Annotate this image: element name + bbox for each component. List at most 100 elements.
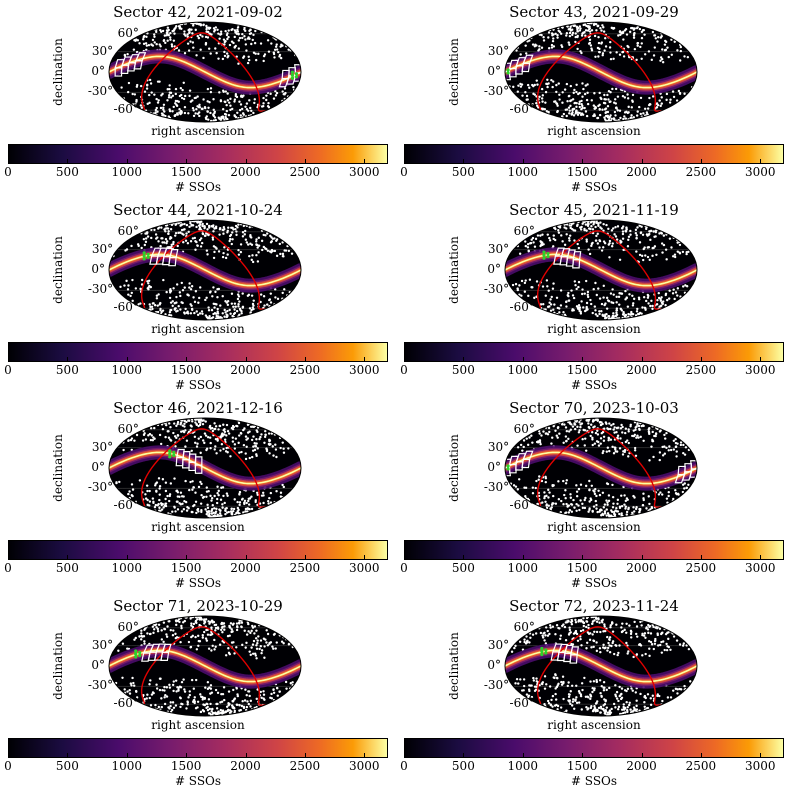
- sso-point: [602, 284, 605, 288]
- sso-point: [598, 679, 602, 682]
- sso-point: [230, 511, 234, 515]
- sso-point: [541, 107, 545, 111]
- sso-point: [578, 111, 581, 115]
- sso-point: [619, 33, 622, 36]
- sso-point: [568, 693, 571, 696]
- sso-point: [625, 510, 629, 514]
- sso-point: [165, 686, 169, 689]
- sso-point: [588, 25, 591, 28]
- sso-point: [237, 441, 240, 445]
- sso-point: [159, 442, 163, 446]
- sso-point: [208, 32, 212, 35]
- sso-point: [178, 495, 181, 498]
- sso-point: [192, 109, 195, 112]
- sso-point: [177, 221, 181, 225]
- sso-point: [153, 426, 156, 430]
- map-boundary: [504, 219, 698, 321]
- sso-point: [252, 33, 255, 37]
- sso-point: [574, 621, 578, 624]
- sso-point: [243, 502, 246, 506]
- sso-point: [548, 239, 552, 242]
- sso-point: [562, 479, 565, 483]
- sso-point: [209, 687, 213, 690]
- sso-point: [224, 29, 227, 33]
- sso-point: [201, 224, 204, 228]
- sso-point: [227, 29, 230, 32]
- sso-point: [206, 36, 210, 39]
- tess-ccd-footprint: [150, 247, 162, 257]
- sso-point: [602, 439, 606, 442]
- sso-point: [258, 647, 261, 651]
- sso-point: [201, 422, 205, 426]
- sso-point: [626, 44, 629, 48]
- sso-point: [672, 95, 676, 99]
- colorbar-tick-label: 3000: [348, 165, 380, 179]
- sso-point: [578, 420, 581, 424]
- sso-point: [117, 649, 120, 652]
- sso-point: [180, 228, 184, 232]
- sso-point: [590, 29, 594, 32]
- sso-point: [683, 453, 687, 456]
- colorbar-tick-label: 0: [4, 561, 12, 575]
- sso-point: [212, 98, 215, 101]
- dec-tick-label: 0°: [91, 460, 105, 474]
- sso-point: [607, 641, 610, 645]
- sso-point: [194, 500, 198, 503]
- sso-point: [248, 694, 251, 698]
- green-marker: [294, 72, 299, 76]
- sso-point: [221, 115, 224, 119]
- sso-point: [650, 299, 653, 303]
- sso-point: [273, 56, 276, 59]
- sso-point: [595, 680, 599, 684]
- sso-point: [579, 50, 582, 53]
- sso-point: [159, 677, 162, 680]
- sso-point: [155, 626, 158, 629]
- sso-point: [275, 48, 279, 51]
- x-axis-label: right ascension: [547, 718, 641, 732]
- sso-point: [598, 113, 602, 117]
- sso-point: [587, 425, 591, 429]
- sso-point: [155, 42, 158, 46]
- sso-point: [610, 424, 613, 427]
- sso-point: [534, 688, 538, 691]
- sso-point: [247, 690, 250, 693]
- sso-point: [533, 296, 536, 300]
- sso-point: [591, 438, 594, 441]
- sso-point: [526, 98, 529, 101]
- sso-point: [575, 90, 578, 94]
- sso-point: [681, 250, 685, 254]
- sso-point: [175, 636, 179, 639]
- sso-point: [123, 54, 127, 57]
- sso-point: [217, 32, 220, 35]
- sso-point: [528, 684, 531, 687]
- sso-point: [580, 51, 583, 55]
- sso-point: [672, 497, 675, 501]
- sso-point: [546, 305, 550, 309]
- sso-point: [586, 293, 589, 297]
- sso-point: [554, 502, 558, 505]
- sso-point: [247, 58, 251, 62]
- sso-point: [614, 684, 617, 687]
- sso-point: [604, 629, 607, 633]
- sso-point: [638, 224, 641, 227]
- sso-point: [523, 281, 527, 285]
- colorbar-tick-mark: [404, 159, 405, 164]
- sso-point: [583, 106, 586, 110]
- sso-point: [229, 97, 232, 101]
- sso-point: [164, 504, 168, 508]
- sso-point: [285, 687, 288, 690]
- sso-point: [625, 689, 628, 693]
- sso-point: [546, 78, 549, 82]
- sso-point: [255, 253, 258, 257]
- sso-point: [191, 480, 194, 483]
- tess-ccd-footprint: [522, 450, 534, 460]
- sso-point: [578, 100, 581, 103]
- sso-point: [563, 226, 566, 229]
- sso-point: [230, 40, 234, 43]
- sso-point: [526, 443, 530, 447]
- sso-point: [135, 100, 138, 103]
- sso-point: [579, 694, 583, 698]
- sso-point: [212, 27, 216, 30]
- sso-point: [620, 692, 623, 696]
- sso-point: [236, 694, 240, 698]
